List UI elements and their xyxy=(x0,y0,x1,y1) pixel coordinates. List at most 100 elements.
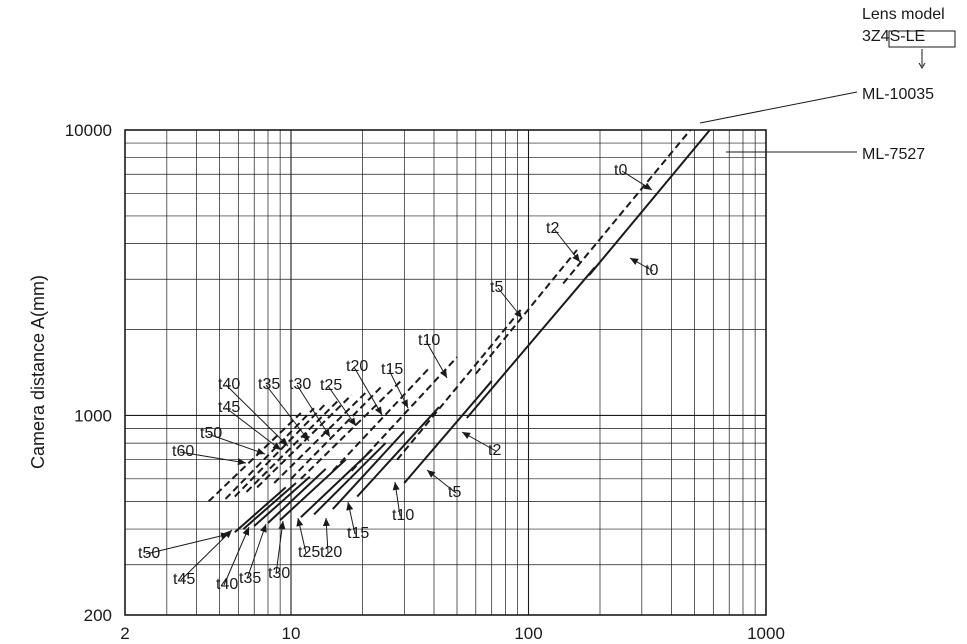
solid-label-t40: t40 xyxy=(216,576,238,593)
solid-pointer-t30 xyxy=(275,520,284,575)
dashed-label-t15: t15 xyxy=(381,361,403,378)
solid-pointer-t35 xyxy=(246,523,267,580)
dashed-arrowhead-t10 xyxy=(440,369,447,378)
solid-line-t15 xyxy=(332,430,406,510)
dashed-label-t30: t30 xyxy=(289,376,311,393)
x-tick-label: 10 xyxy=(282,624,301,643)
solid-label-t5: t5 xyxy=(448,484,461,501)
legend-model: 3Z4S-LE xyxy=(862,28,925,45)
dashed-label-t2: t2 xyxy=(546,220,559,237)
solid-pointer-t50 xyxy=(145,533,230,555)
dashed-arrowhead-t20 xyxy=(374,406,382,415)
solid-label-t2: t2 xyxy=(488,442,501,459)
legend: Lens model 3Z4S-LE ML-10035 ML-7527 xyxy=(699,6,956,163)
dashed-arrowhead-t30 xyxy=(322,428,330,437)
solid-line-t0 xyxy=(588,129,711,276)
legend-item-ml7527: ML-7527 xyxy=(862,146,925,163)
solid-line-t30 xyxy=(279,458,347,521)
dashed-line-t50 xyxy=(224,407,315,500)
legend-title: Lens model xyxy=(862,6,945,23)
dashed-arrowhead-t25 xyxy=(348,417,356,426)
dashed-arrowhead-t60 xyxy=(237,458,246,466)
solid-arrowhead-t10 xyxy=(392,482,400,491)
solid-line-t10 xyxy=(356,406,440,498)
solid-arrowhead-t0 xyxy=(630,258,639,265)
solid-line-t50 xyxy=(234,486,287,533)
x-tick-label: 1000 xyxy=(747,624,785,643)
solid-pointer-t45 xyxy=(180,529,233,581)
legend-item-ml10035: ML-10035 xyxy=(862,86,934,103)
solid-arrowhead-t40 xyxy=(242,527,250,536)
dashed-arrowhead-t45 xyxy=(272,442,281,450)
solid-arrowhead-t20 xyxy=(322,518,330,527)
dashed-line-t0 xyxy=(562,129,692,285)
solid-line-t2 xyxy=(466,266,596,419)
dashed-arrowhead-t40 xyxy=(279,437,288,446)
y-tick-label: 200 xyxy=(84,606,112,625)
solid-label-t35: t35 xyxy=(239,570,261,587)
plot-frame xyxy=(124,129,767,616)
dashed-pointer-t20 xyxy=(353,366,383,416)
tick-labels: 2 10 100 1000 200 1000 10000 xyxy=(65,121,785,643)
solid-label-t25: t25 xyxy=(298,544,320,561)
dashed-arrowhead-t50 xyxy=(256,448,265,455)
dashed-arrowhead-t5 xyxy=(514,309,522,318)
series-layer xyxy=(207,129,711,533)
solid-line-t25 xyxy=(300,448,374,518)
dashed-arrowhead-t0 xyxy=(643,182,652,190)
y-axis-title: Camera distance A(mm) xyxy=(28,275,48,469)
dashed-label-t45: t45 xyxy=(218,399,240,416)
dashed-label-t40: t40 xyxy=(218,376,240,393)
dashed-label-t25: t25 xyxy=(320,377,342,394)
solid-arrowhead-t25 xyxy=(296,518,304,527)
dashed-pointer-t40 xyxy=(225,384,289,447)
dashed-pointer-t50 xyxy=(207,433,266,455)
solid-arrowhead-t35 xyxy=(260,524,267,533)
dashed-label-t5: t5 xyxy=(490,279,503,296)
dashed-label-t60: t60 xyxy=(172,443,194,460)
annotation-layer: t0t2t5t10t15t20t25t30t35t40t45t50t60t0t2… xyxy=(138,162,658,593)
solid-arrowhead-t2 xyxy=(462,432,471,439)
dashed-line-t2 xyxy=(475,249,578,375)
solid-label-t15: t15 xyxy=(347,525,369,542)
dashed-line-t60 xyxy=(207,412,302,503)
solid-pointer-t40 xyxy=(223,526,250,586)
legend-box xyxy=(888,30,956,48)
dashed-arrowhead-t15 xyxy=(401,399,408,408)
solid-arrowhead-t15 xyxy=(346,502,354,511)
legend-leader-ml10035 xyxy=(699,91,858,124)
dashed-arrowhead-t35 xyxy=(301,432,309,441)
dashed-pointer-t30 xyxy=(296,384,331,438)
dashed-line-t15 xyxy=(332,367,430,472)
solid-label-t30: t30 xyxy=(268,565,290,582)
dashed-pointer-t25 xyxy=(327,385,357,427)
dashed-pointer-t60 xyxy=(179,451,247,464)
dashed-label-t50: t50 xyxy=(200,425,222,442)
dashed-pointer-t35 xyxy=(265,384,310,442)
x-tick-label: 100 xyxy=(514,624,542,643)
solid-arrowhead-t30 xyxy=(278,521,286,530)
dashed-label-t20: t20 xyxy=(346,358,368,375)
legend-arrow-head xyxy=(918,62,926,69)
dashed-line-t20 xyxy=(300,380,402,480)
solid-label-t20: t20 xyxy=(320,544,342,561)
y-tick-label: 10000 xyxy=(65,121,112,140)
dashed-line-t5 xyxy=(396,306,524,461)
dashed-label-t35: t35 xyxy=(258,376,280,393)
solid-label-t10: t10 xyxy=(392,507,414,524)
solid-line-t20 xyxy=(313,442,387,516)
dashed-arrowhead-t2 xyxy=(572,253,580,262)
solid-label-t45: t45 xyxy=(173,571,195,588)
x-tick-label: 2 xyxy=(120,624,129,643)
dashed-pointer-t45 xyxy=(225,407,282,451)
solid-line-t5 xyxy=(403,380,493,484)
dashed-line-t35 xyxy=(256,394,353,489)
dashed-label-t0: t0 xyxy=(614,162,627,179)
dashed-label-t10: t10 xyxy=(418,332,440,349)
solid-label-t0: t0 xyxy=(645,262,658,279)
solid-arrowhead-t50 xyxy=(220,532,229,540)
y-tick-label: 1000 xyxy=(74,406,112,425)
solid-line-t40 xyxy=(253,475,311,527)
solid-line-t35 xyxy=(267,468,327,524)
